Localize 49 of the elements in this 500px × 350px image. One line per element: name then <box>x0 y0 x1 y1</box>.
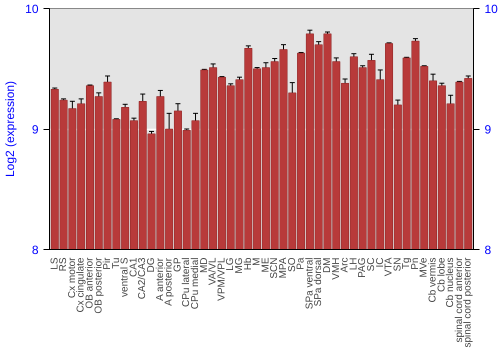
x-tick-label: DG <box>146 257 158 272</box>
x-tick-label: SPa ventral <box>304 257 316 310</box>
x-tick-label: M <box>252 257 263 266</box>
y2-tick-label: 8 <box>484 243 492 257</box>
x-tick-label: Pir <box>102 256 114 270</box>
y-tick-label: 8 <box>32 243 39 257</box>
x-tick-label: CPu medial <box>190 257 202 310</box>
x-tick-label: Cb nucleus <box>445 258 456 308</box>
x-tick-label: Pn <box>410 257 421 270</box>
x-tick-label: OB anterior <box>84 256 96 309</box>
x-tick-label: A posterior <box>164 257 175 306</box>
x-tick-label: Hb <box>242 257 254 270</box>
x-tick-label: SPa dorsal <box>313 257 324 306</box>
x-tick-label: spinal cord posterior <box>462 256 474 348</box>
x-tick-label: Cx cingulate <box>76 257 87 313</box>
x-tick-label: spinal cord anterior <box>454 256 465 343</box>
x-tick-label: ventral S <box>120 257 131 297</box>
x-tick-label: Cb lobe <box>436 257 448 292</box>
y-tick-label: 10 <box>25 2 39 16</box>
x-tick-label: GP <box>172 257 184 272</box>
x-tick-label: OB posterior <box>93 256 104 314</box>
x-tick-label: SN <box>392 257 404 272</box>
x-tick-label: PAG <box>357 257 368 278</box>
x-tick-label: Arc <box>340 258 351 272</box>
x-tick-label: LS <box>49 257 60 270</box>
x-tick-label: VTA <box>384 257 395 276</box>
x-tick-label: CA2/CA3 <box>137 257 148 300</box>
x-tick-label: SCN <box>269 257 280 279</box>
x-tick-label: DM <box>322 257 333 274</box>
x-tick-label: Tu <box>110 257 122 269</box>
x-tick-label: SO <box>286 257 298 272</box>
x-tick-label: ME <box>260 257 272 272</box>
x-tick-label: LG <box>225 257 236 271</box>
x-tick-label: MVe <box>418 257 430 278</box>
x-tick-label: IC <box>374 258 386 268</box>
x-tick-label: SC <box>366 257 377 272</box>
x-tick-label: CA1 <box>128 257 140 277</box>
x-tick-label: VMH <box>330 257 342 280</box>
y2-tick-label: 10 <box>484 2 498 16</box>
y-tick-label: 9 <box>32 122 39 136</box>
x-tick-label: Tg <box>401 258 412 270</box>
y-axis-title: Log2 (expression) <box>3 80 18 178</box>
x-tick-label: LH <box>348 257 360 270</box>
x-tick-label: VPM/VPL <box>216 257 228 301</box>
x-tick-label: MPA <box>278 257 289 278</box>
x-tick-label: A anterior <box>154 257 166 301</box>
y2-tick-label: 9 <box>484 122 492 136</box>
x-tick-label: RS <box>58 257 70 272</box>
x-tick-label: Pa <box>296 257 307 270</box>
